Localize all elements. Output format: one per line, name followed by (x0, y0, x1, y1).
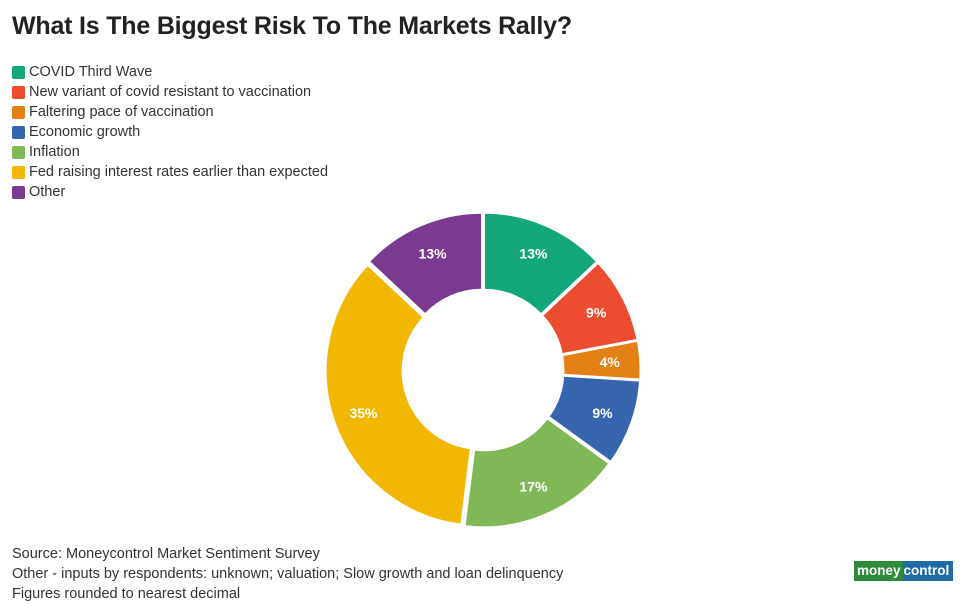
legend-label: Other (29, 184, 66, 200)
donut-slice (560, 339, 642, 381)
legend-item: Other (12, 182, 328, 202)
slice-data-label: 17% (519, 479, 548, 495)
slice-data-label: 9% (592, 405, 613, 421)
chart-legend: COVID Third Wave New variant of covid res… (12, 62, 328, 202)
donut-slice (540, 261, 639, 356)
donut-slice (463, 416, 611, 529)
legend-item: New variant of covid resistant to vaccin… (12, 82, 328, 102)
moneycontrol-logo: money control (854, 561, 953, 581)
legend-item: COVID Third Wave (12, 62, 328, 82)
donut-slice (547, 374, 642, 464)
donut-slice (324, 263, 472, 526)
legend-swatch (12, 85, 25, 99)
legend-item: Economic growth (12, 122, 328, 142)
legend-label: Fed raising interest rates earlier than … (29, 164, 329, 180)
chart-notes: Source: Moneycontrol Market Sentiment Su… (12, 544, 563, 604)
legend-swatch (12, 65, 25, 79)
legend-item: Faltering pace of vaccination (12, 102, 328, 122)
slice-data-label: 35% (349, 405, 378, 421)
legend-swatch (12, 105, 25, 119)
donut-slice (482, 211, 599, 316)
other-note: Other - inputs by respondents: unknown; … (12, 566, 564, 582)
logo-part-money: money (854, 561, 903, 581)
legend-label: COVID Third Wave (29, 64, 153, 80)
source-note: Source: Moneycontrol Market Sentiment Su… (12, 546, 320, 562)
chart-title: What Is The Biggest Risk To The Markets … (12, 12, 572, 40)
slice-data-label: 4% (600, 354, 621, 370)
logo-part-control: control (902, 561, 953, 581)
legend-label: New variant of covid resistant to vaccin… (29, 84, 312, 100)
rounding-note: Figures rounded to nearest decimal (12, 586, 241, 602)
donut-slice (367, 211, 484, 316)
legend-item: Inflation (12, 142, 328, 162)
legend-item: Fed raising interest rates earlier than … (12, 162, 328, 182)
slice-data-label: 13% (419, 245, 448, 261)
legend-label: Economic growth (29, 124, 141, 140)
legend-swatch (12, 145, 25, 159)
slice-data-label: 13% (519, 245, 548, 261)
legend-swatch (12, 165, 25, 179)
slice-data-label: 9% (586, 304, 607, 320)
legend-label: Faltering pace of vaccination (29, 104, 214, 120)
legend-swatch (12, 185, 25, 199)
legend-swatch (12, 125, 25, 139)
legend-label: Inflation (29, 144, 80, 160)
